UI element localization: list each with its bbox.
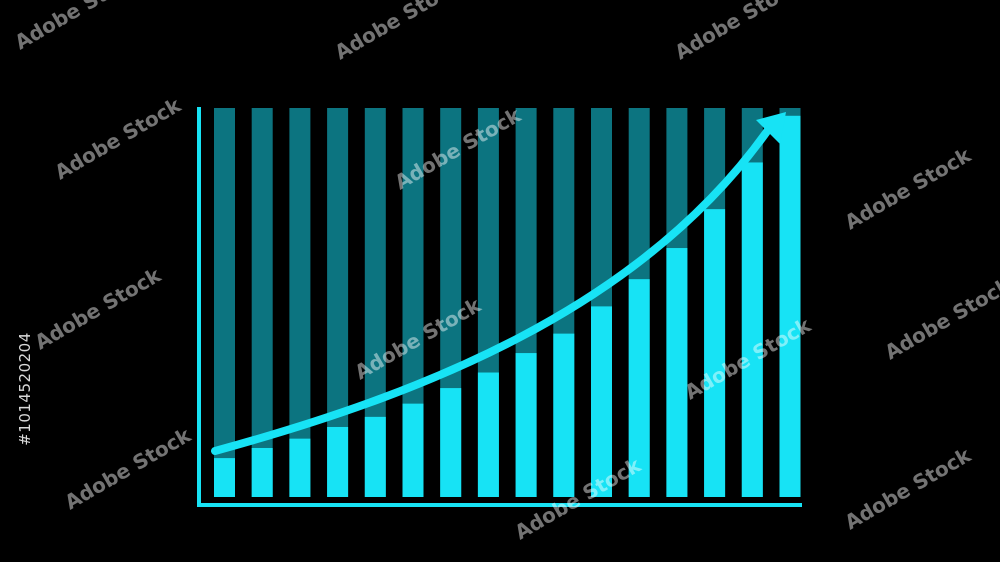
trend-arrow-head <box>756 112 786 144</box>
bar-11 <box>591 306 612 497</box>
bar-14 <box>704 209 726 497</box>
watermark-text: Adobe Stock <box>331 0 466 64</box>
bar-15 <box>741 162 763 497</box>
trend-arrow-curve <box>211 126 772 455</box>
bars-group <box>214 108 801 497</box>
watermark-text: Adobe Stock <box>51 93 186 185</box>
bar-8 <box>477 372 499 497</box>
watermark-text: Adobe Stock <box>61 423 196 515</box>
bar-3 <box>289 438 311 497</box>
watermark-text: Adobe Stock <box>671 0 806 64</box>
bar-16 <box>779 115 801 497</box>
bar-7 <box>440 388 462 497</box>
bar-background-6 <box>402 108 424 497</box>
bar-12 <box>628 279 650 497</box>
watermark-text: Adobe Stock <box>11 0 146 54</box>
bar-background-4 <box>327 108 349 497</box>
watermark-id: #1014520204 <box>16 332 34 446</box>
bar-10 <box>553 333 575 497</box>
bar-background-1 <box>214 108 235 497</box>
bar-13 <box>666 248 688 497</box>
watermark-group: Adobe Stock Adobe Stock Adobe Stock Adob… <box>11 0 1000 544</box>
bar-background-3 <box>289 108 311 497</box>
bar-1 <box>214 458 235 497</box>
bar-background-2 <box>251 108 273 497</box>
watermark-text: Adobe Stock <box>841 143 976 235</box>
bar-6 <box>402 403 424 497</box>
bar-2 <box>251 447 273 497</box>
bar-4 <box>327 426 349 497</box>
watermark-text: Adobe Stock <box>881 273 1000 365</box>
watermark-text: Adobe Stock <box>31 263 166 355</box>
watermark-text: Adobe Stock <box>841 443 976 535</box>
bar-9 <box>515 353 537 497</box>
bar-5 <box>364 416 386 497</box>
